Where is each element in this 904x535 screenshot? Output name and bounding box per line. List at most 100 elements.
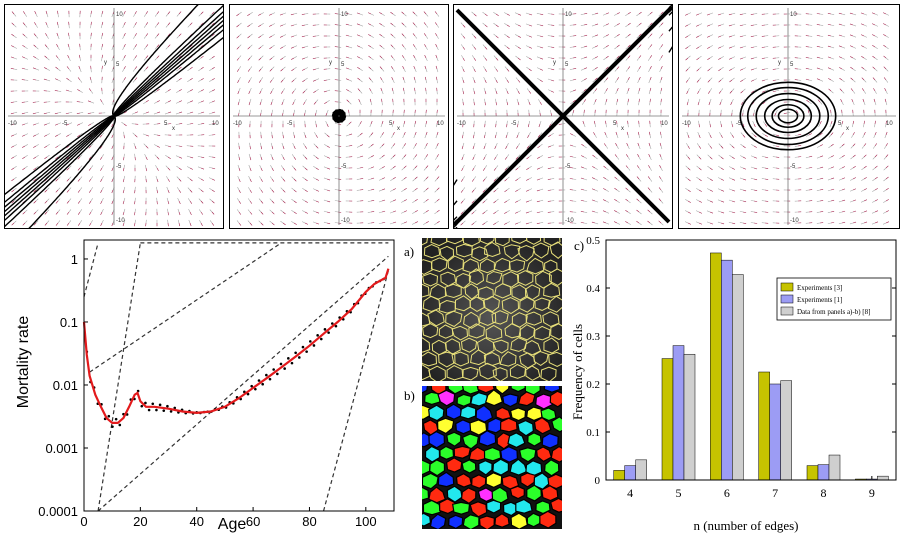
field-arrow xyxy=(401,22,405,26)
field-arrow xyxy=(271,34,275,37)
field-arrow xyxy=(33,33,37,37)
field-arrow xyxy=(728,13,733,16)
field-arrow xyxy=(698,23,703,26)
field-arrow xyxy=(312,68,317,71)
field-arrow xyxy=(178,77,182,81)
field-arrow xyxy=(697,101,700,106)
cell xyxy=(478,430,497,447)
field-arrow xyxy=(649,189,653,193)
field-arrow xyxy=(647,35,651,39)
field-arrow xyxy=(392,221,397,224)
field-arrow xyxy=(638,11,642,15)
field-arrow xyxy=(315,134,318,138)
field-arrow xyxy=(13,35,17,39)
field-arrow xyxy=(101,154,104,158)
tick-label: -10 xyxy=(457,121,466,127)
field-arrow xyxy=(863,68,867,72)
field-arrow xyxy=(412,178,416,182)
field-arrow xyxy=(731,189,736,192)
field-arrow xyxy=(753,45,758,48)
field-arrow xyxy=(293,34,298,37)
field-arrow xyxy=(270,165,273,169)
field-arrow xyxy=(861,66,865,70)
field-arrow xyxy=(741,101,744,105)
field-arrow xyxy=(337,134,342,136)
field-arrow xyxy=(403,143,407,147)
field-arrow xyxy=(68,68,72,72)
field-arrow xyxy=(647,187,651,191)
field-arrow xyxy=(11,200,15,204)
axis-label-y: y xyxy=(329,60,332,66)
field-arrow xyxy=(839,134,843,138)
field-arrow xyxy=(79,187,83,191)
field-arrow xyxy=(259,101,262,106)
field-arrow xyxy=(313,166,317,169)
field-arrow xyxy=(122,189,125,194)
field-arrow xyxy=(883,34,887,37)
field-arrow xyxy=(547,78,552,81)
field-arrow xyxy=(143,35,147,39)
field-arrow xyxy=(381,13,385,16)
tick-label: -10 xyxy=(341,218,350,224)
field-arrow xyxy=(167,189,170,194)
field-arrow xyxy=(424,123,427,128)
field-arrow xyxy=(649,44,653,48)
field-arrow xyxy=(236,68,240,72)
field-arrow xyxy=(248,164,251,169)
field-arrow xyxy=(493,222,497,225)
bar xyxy=(806,465,819,481)
field-arrow xyxy=(177,219,180,224)
field-arrow xyxy=(77,200,81,204)
field-arrow xyxy=(659,165,662,169)
cell xyxy=(461,459,477,474)
field-arrow xyxy=(885,165,889,169)
field-arrow xyxy=(572,89,577,92)
field-arrow xyxy=(56,32,59,37)
field-arrow xyxy=(838,189,843,192)
field-arrow xyxy=(425,35,429,39)
field-arrow xyxy=(731,211,736,214)
field-arrow xyxy=(805,57,810,59)
field-arrow xyxy=(605,145,609,149)
field-arrow xyxy=(550,144,555,147)
field-arrow xyxy=(830,120,833,125)
field-arrow xyxy=(304,189,308,193)
field-arrow xyxy=(413,145,416,149)
field-arrow xyxy=(23,11,26,15)
field-arrow xyxy=(494,87,497,92)
field-arrow xyxy=(616,134,619,139)
cell xyxy=(444,338,461,355)
field-arrow xyxy=(211,123,216,125)
field-arrow xyxy=(175,101,180,104)
field-arrow xyxy=(425,57,428,62)
cell xyxy=(430,257,448,273)
field-arrow xyxy=(884,134,887,139)
field-arrow xyxy=(260,178,263,182)
field-arrow xyxy=(89,211,92,215)
field-arrow xyxy=(885,57,889,61)
field-arrow xyxy=(99,134,103,138)
field-arrow xyxy=(79,122,84,125)
field-arrow xyxy=(154,101,158,104)
field-arrow xyxy=(337,178,342,180)
field-arrow xyxy=(484,187,488,191)
field-arrow xyxy=(188,209,191,213)
bar xyxy=(769,383,781,481)
field-arrow xyxy=(728,35,733,38)
field-arrow xyxy=(816,24,821,26)
field-arrow xyxy=(720,178,724,181)
field-arrow xyxy=(403,199,407,202)
field-arrow xyxy=(517,154,521,158)
field-arrow xyxy=(359,90,363,94)
field-arrow xyxy=(517,131,520,136)
field-arrow xyxy=(186,112,191,115)
field-arrow xyxy=(660,11,664,15)
field-arrow xyxy=(55,66,59,70)
field-arrow xyxy=(413,65,416,70)
cell xyxy=(532,242,550,259)
field-arrow xyxy=(829,123,832,128)
field-arrow xyxy=(359,121,362,125)
cell xyxy=(517,419,534,437)
field-arrow xyxy=(539,177,544,180)
field-arrow xyxy=(57,154,61,158)
